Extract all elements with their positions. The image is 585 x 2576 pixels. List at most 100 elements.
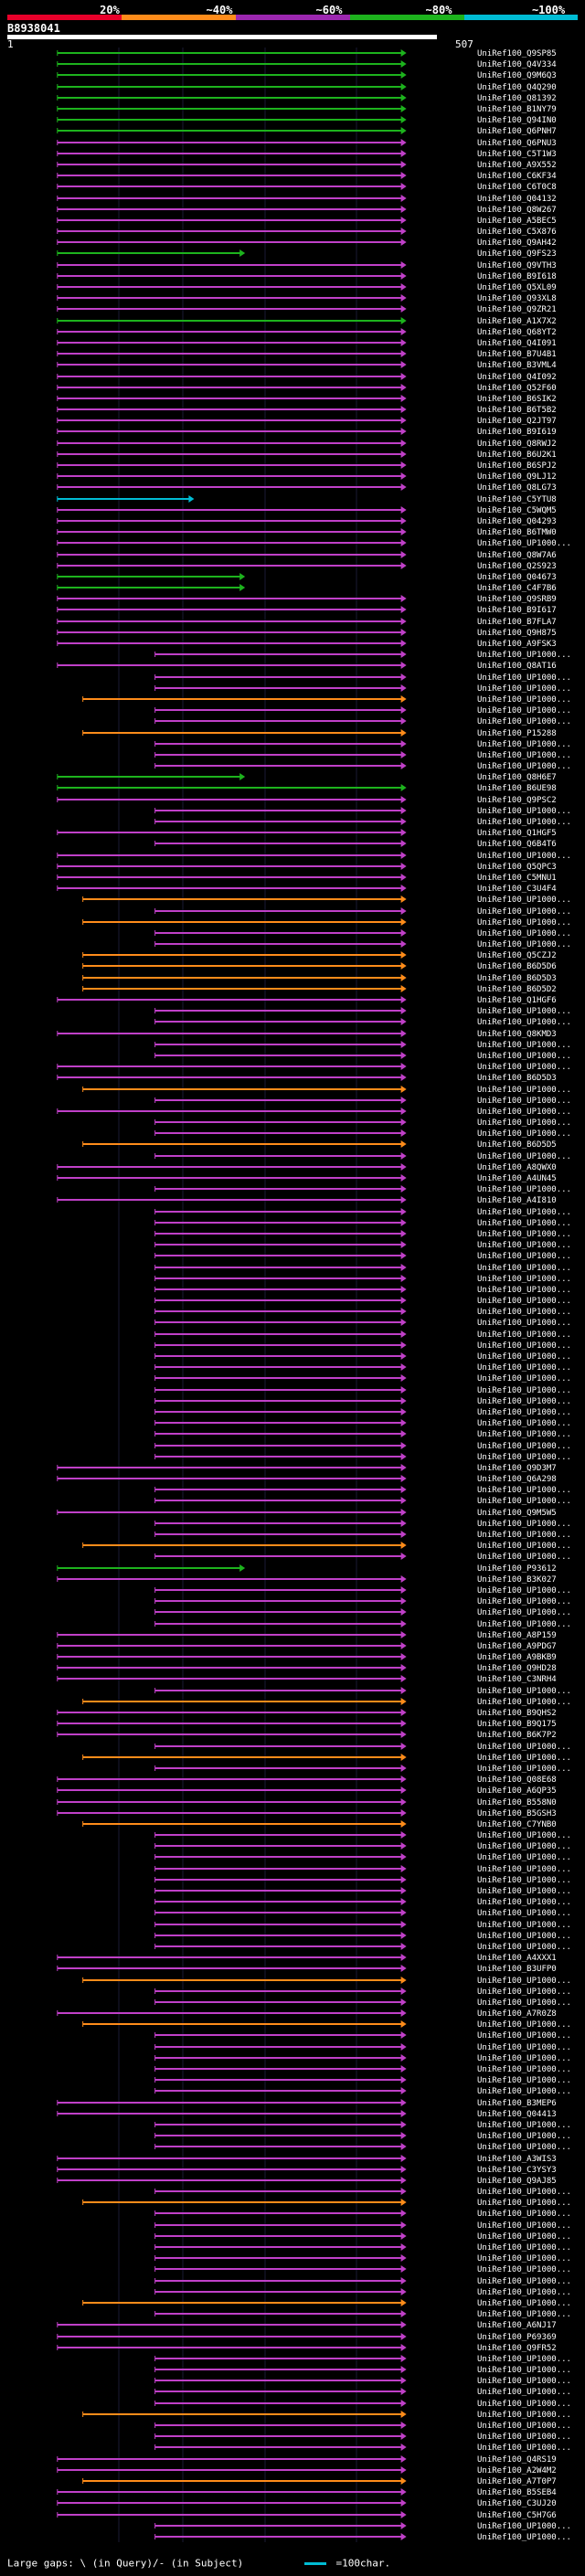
hit-label[interactable]: UniRef100_UP1000... <box>477 1977 571 1986</box>
hit-row[interactable]: UniRef100_UP1000... <box>154 1363 571 1373</box>
hit-label[interactable]: UniRef100_UP1000... <box>477 1086 571 1095</box>
hit-label[interactable]: UniRef100_A9BKB9 <box>477 1653 557 1662</box>
hit-row[interactable]: UniRef100_UP1000... <box>154 1586 571 1595</box>
hit-label[interactable]: UniRef100_B6SIK2 <box>477 395 557 404</box>
hit-row[interactable]: UniRef100_Q04132 <box>57 195 557 204</box>
hit-row[interactable]: UniRef100_C3NRH4 <box>57 1675 557 1684</box>
hit-row[interactable]: UniRef100_UP1000... <box>154 1608 571 1617</box>
hit-label[interactable]: UniRef100_UP1000... <box>477 1988 571 1997</box>
hit-label[interactable]: UniRef100_UP1000... <box>477 1264 571 1273</box>
hit-label[interactable]: UniRef100_Q4Q290 <box>477 83 557 92</box>
hit-label[interactable]: UniRef100_A1X7X2 <box>477 317 557 326</box>
hit-row[interactable]: UniRef100_Q9PSC2 <box>57 796 557 805</box>
hit-label[interactable]: UniRef100_A4XXX1 <box>477 1954 557 1963</box>
hit-row[interactable]: UniRef100_Q08E68 <box>57 1776 557 1785</box>
hit-row[interactable]: UniRef100_Q2JT97 <box>57 417 557 426</box>
hit-label[interactable]: UniRef100_UP1000... <box>477 2366 571 2375</box>
hit-label[interactable]: UniRef100_B9I617 <box>477 606 557 615</box>
hit-label[interactable]: UniRef100_Q81392 <box>477 94 557 103</box>
hit-row[interactable]: UniRef100_UP1000... <box>154 2265 571 2274</box>
hit-label[interactable]: UniRef100_UP1000... <box>477 1698 571 1707</box>
hit-row[interactable]: UniRef100_UP1000... <box>154 2533 571 2542</box>
hit-label[interactable]: UniRef100_B6D5D3 <box>477 974 557 983</box>
hit-row[interactable]: UniRef100_UP1000... <box>57 1063 571 1072</box>
hit-label[interactable]: UniRef100_B3K027 <box>477 1575 557 1585</box>
hit-row[interactable]: UniRef100_A7R0Z8 <box>57 2009 557 2019</box>
hit-label[interactable]: UniRef100_Q94IN0 <box>477 116 557 125</box>
hit-row[interactable]: UniRef100_UP1000... <box>154 1352 571 1362</box>
hit-label[interactable]: UniRef100_UP1000... <box>477 2254 571 2263</box>
hit-label[interactable]: UniRef100_UP1000... <box>477 1442 571 1451</box>
hit-row[interactable]: UniRef100_UP1000... <box>154 1264 571 1273</box>
hit-label[interactable]: UniRef100_C3U4F4 <box>477 885 557 894</box>
hit-label[interactable]: UniRef100_UP1000... <box>477 2355 571 2364</box>
hit-label[interactable]: UniRef100_A4UN45 <box>477 1174 557 1183</box>
hit-label[interactable]: UniRef100_UP1000... <box>477 2400 571 2409</box>
hit-row[interactable]: UniRef100_UP1000... <box>154 2388 571 2397</box>
hit-row[interactable]: UniRef100_UP1000... <box>57 1108 571 1117</box>
hit-label[interactable]: UniRef100_B3MEP6 <box>477 2099 557 2108</box>
hit-row[interactable]: UniRef100_UP1000... <box>154 1219 571 1228</box>
hit-row[interactable]: UniRef100_P93612 <box>57 1564 557 1574</box>
hit-label[interactable]: UniRef100_UP1000... <box>477 818 571 827</box>
hit-label[interactable]: UniRef100_A7T0P7 <box>477 2477 557 2486</box>
hit-label[interactable]: UniRef100_UP1000... <box>477 717 571 726</box>
hit-row[interactable]: UniRef100_UP1000... <box>82 2411 571 2420</box>
hit-row[interactable]: UniRef100_UP1000... <box>154 1129 571 1139</box>
hit-label[interactable]: UniRef100_UP1000... <box>477 1531 571 1540</box>
hit-label[interactable]: UniRef100_UP1000... <box>477 673 571 683</box>
hit-row[interactable]: UniRef100_UP1000... <box>154 1118 571 1128</box>
hit-label[interactable]: UniRef100_Q8W7A6 <box>477 551 557 560</box>
hit-row[interactable]: UniRef100_C5X876 <box>57 228 557 237</box>
hit-label[interactable]: UniRef100_UP1000... <box>477 1018 571 1027</box>
hit-row[interactable]: UniRef100_C5T1W3 <box>57 150 557 159</box>
hit-label[interactable]: UniRef100_Q04293 <box>477 517 557 526</box>
hit-row[interactable]: UniRef100_Q5QPC3 <box>57 863 557 872</box>
hit-row[interactable]: UniRef100_UP1000... <box>154 1909 571 1918</box>
hit-row[interactable]: UniRef100_B9Q175 <box>57 1720 557 1729</box>
hit-row[interactable]: UniRef100_UP1000... <box>154 1597 571 1606</box>
hit-row[interactable]: UniRef100_B6SIK2 <box>57 395 557 404</box>
hit-label[interactable]: UniRef100_UP1000... <box>477 2388 571 2397</box>
hit-label[interactable]: UniRef100_UP1000... <box>477 2310 571 2319</box>
hit-row[interactable]: UniRef100_UP1000... <box>154 2422 571 2431</box>
hit-label[interactable]: UniRef100_UP1000... <box>477 1330 571 1340</box>
hit-row[interactable]: UniRef100_Q04293 <box>57 517 557 526</box>
hit-row[interactable]: UniRef100_UP1000... <box>154 2065 571 2074</box>
hit-row[interactable]: UniRef100_UP1000... <box>154 807 571 816</box>
hit-label[interactable]: UniRef100_B5SEB4 <box>477 2488 557 2497</box>
hit-row[interactable]: UniRef100_UP1000... <box>82 1754 571 1763</box>
hit-label[interactable]: UniRef100_P15288 <box>477 729 557 738</box>
hit-row[interactable]: UniRef100_B1NY79 <box>57 105 557 114</box>
hit-row[interactable]: UniRef100_UP1000... <box>154 1230 571 1239</box>
hit-row[interactable]: UniRef100_UP1000... <box>154 1241 571 1250</box>
hit-label[interactable]: UniRef100_UP1000... <box>477 1352 571 1362</box>
hit-label[interactable]: UniRef100_C5MNU1 <box>477 874 557 883</box>
hit-row[interactable]: UniRef100_A3WIS3 <box>57 2155 557 2164</box>
hit-label[interactable]: UniRef100_UP1000... <box>477 1297 571 1306</box>
hit-label[interactable]: UniRef100_B3VML4 <box>477 361 557 370</box>
hit-label[interactable]: UniRef100_UP1000... <box>477 2232 571 2242</box>
hit-label[interactable]: UniRef100_UP1000... <box>477 2299 571 2308</box>
hit-label[interactable]: UniRef100_Q08E68 <box>477 1776 557 1785</box>
hit-label[interactable]: UniRef100_UP1000... <box>477 2065 571 2074</box>
hit-row[interactable]: UniRef100_Q9M6Q3 <box>57 71 557 80</box>
hit-label[interactable]: UniRef100_Q1HGF6 <box>477 996 557 1005</box>
hit-row[interactable]: UniRef100_C3UJ20 <box>57 2499 557 2508</box>
hit-row[interactable]: UniRef100_Q8LG73 <box>57 483 557 493</box>
hit-label[interactable]: UniRef100_UP1000... <box>477 1419 571 1428</box>
hit-label[interactable]: UniRef100_UP1000... <box>477 1887 571 1896</box>
hit-row[interactable]: UniRef100_UP1000... <box>154 2143 571 2152</box>
hit-label[interactable]: UniRef100_UP1000... <box>477 1241 571 1250</box>
hit-label[interactable]: UniRef100_C3YSY3 <box>477 2166 557 2175</box>
hit-label[interactable]: UniRef100_UP1000... <box>477 1041 571 1050</box>
hit-label[interactable]: UniRef100_UP1000... <box>477 1486 571 1495</box>
hit-label[interactable]: UniRef100_UP1000... <box>477 1118 571 1128</box>
hit-label[interactable]: UniRef100_Q8RWJ2 <box>477 440 557 449</box>
hit-row[interactable]: UniRef100_B558N0 <box>57 1798 557 1807</box>
hit-row[interactable]: UniRef100_Q8H6E7 <box>57 773 557 782</box>
hit-label[interactable]: UniRef100_Q9HD28 <box>477 1664 557 1673</box>
hit-row[interactable]: UniRef100_Q81392 <box>57 94 557 103</box>
hit-row[interactable]: UniRef100_UP1000... <box>154 1341 571 1351</box>
hit-label[interactable]: UniRef100_UP1000... <box>477 807 571 816</box>
